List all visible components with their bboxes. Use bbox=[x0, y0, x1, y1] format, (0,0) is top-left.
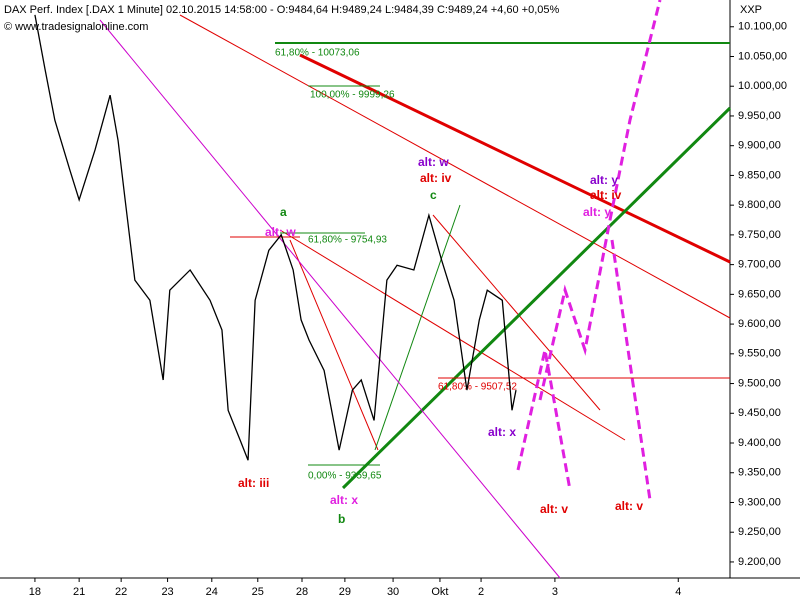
y-tick-label: 9.300,00 bbox=[738, 496, 781, 508]
x-tick-label: 29 bbox=[339, 586, 351, 598]
annotation: alt: w bbox=[418, 155, 449, 169]
y-axis-label: XXP bbox=[740, 4, 762, 16]
y-tick-label: 10.050,00 bbox=[738, 50, 787, 62]
y-tick-label: 9.750,00 bbox=[738, 229, 781, 241]
annotation: b bbox=[338, 512, 345, 526]
y-tick-label: 9.400,00 bbox=[738, 437, 781, 449]
annotation: alt: x bbox=[488, 425, 516, 439]
x-tick-label: 2 bbox=[478, 586, 484, 598]
annotation: alt: w bbox=[265, 225, 296, 239]
x-tick-label: 4 bbox=[675, 586, 681, 598]
x-tick-label: 25 bbox=[252, 586, 264, 598]
annotation: alt: v bbox=[540, 502, 568, 516]
chart-subtitle: © www.tradesignalonline.com bbox=[4, 21, 148, 33]
annotation: a bbox=[280, 205, 287, 219]
y-tick-label: 9.600,00 bbox=[738, 318, 781, 330]
annotation: alt: x bbox=[330, 493, 358, 507]
y-tick-label: 9.200,00 bbox=[738, 556, 781, 568]
x-tick-label: 3 bbox=[552, 586, 558, 598]
x-tick-label: 30 bbox=[387, 586, 399, 598]
annotation: 0,00% - 9359,65 bbox=[308, 471, 382, 482]
x-tick-label: Okt bbox=[431, 586, 448, 598]
y-tick-label: 9.450,00 bbox=[738, 407, 781, 419]
y-tick-label: 9.700,00 bbox=[738, 259, 781, 271]
y-tick-label: 9.900,00 bbox=[738, 140, 781, 152]
trend-line bbox=[279, 229, 626, 441]
trend-line bbox=[289, 239, 379, 451]
annotation: 61,80% - 10073,06 bbox=[275, 48, 360, 59]
x-tick-label: 21 bbox=[73, 586, 85, 598]
annotation: alt: y bbox=[583, 205, 611, 219]
trend-line bbox=[179, 14, 731, 319]
y-tick-label: 9.650,00 bbox=[738, 288, 781, 300]
trend-line bbox=[374, 204, 461, 451]
x-tick-label: 28 bbox=[296, 586, 308, 598]
y-tick-label: 9.550,00 bbox=[738, 348, 781, 360]
x-tick-label: 24 bbox=[206, 586, 218, 598]
annotation: alt: iv bbox=[420, 171, 452, 185]
annotation: alt: iv bbox=[590, 188, 622, 202]
annotation: 100,00% - 9999,26 bbox=[310, 90, 395, 101]
annotation: 61,80% - 9754,93 bbox=[308, 235, 387, 246]
trend-line bbox=[99, 19, 561, 579]
drawings bbox=[99, 0, 732, 579]
annotation: alt: y bbox=[590, 173, 618, 187]
y-tick-label: 9.350,00 bbox=[738, 467, 781, 479]
projection bbox=[516, 0, 662, 501]
y-tick-label: 9.500,00 bbox=[738, 377, 781, 389]
price-line bbox=[34, 14, 517, 461]
trend-line bbox=[341, 106, 732, 490]
x-tick-label: 23 bbox=[161, 586, 173, 598]
x-tick-label: 18 bbox=[29, 586, 41, 598]
annotation: alt: iii bbox=[238, 476, 269, 490]
trend-line bbox=[299, 53, 731, 264]
x-tick-label: 22 bbox=[115, 586, 127, 598]
y-tick-label: 10.100,00 bbox=[738, 21, 787, 33]
annotations: 61,80% - 10073,06 100,00% - 9999,26 61,8… bbox=[238, 48, 643, 527]
y-tick-label: 9.800,00 bbox=[738, 199, 781, 211]
y-tick-label: 9.250,00 bbox=[738, 526, 781, 538]
annotation: alt: v bbox=[615, 499, 643, 513]
annotation: 61,80% - 9507,52 bbox=[438, 382, 517, 393]
chart-title: DAX Perf. Index [.DAX 1 Minute] 02.10.20… bbox=[4, 4, 559, 16]
annotation: c bbox=[430, 188, 437, 202]
y-tick-label: 10.000,00 bbox=[738, 80, 787, 92]
y-tick-label: 9.850,00 bbox=[738, 169, 781, 181]
y-tick-label: 9.950,00 bbox=[738, 110, 781, 122]
